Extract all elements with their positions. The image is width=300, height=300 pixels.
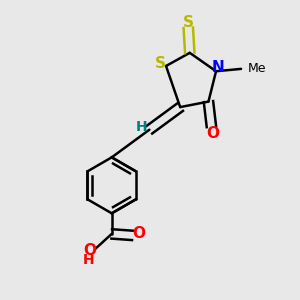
Text: H: H: [135, 120, 147, 134]
Text: Me: Me: [248, 62, 266, 75]
Text: H: H: [83, 253, 95, 267]
Text: O: O: [132, 226, 145, 242]
Text: S: S: [155, 56, 166, 70]
Text: O: O: [206, 126, 219, 141]
Text: S: S: [183, 15, 194, 30]
Text: O: O: [84, 243, 97, 258]
Text: N: N: [212, 60, 225, 75]
